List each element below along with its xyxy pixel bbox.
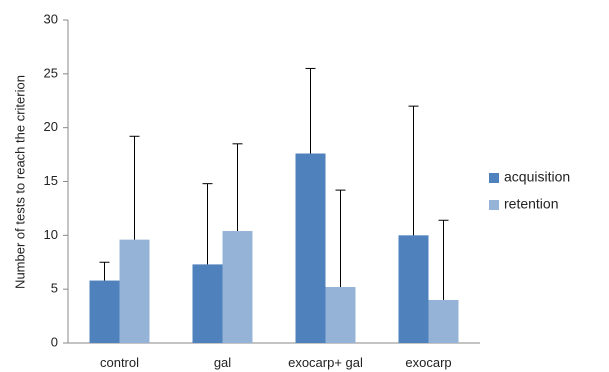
legend-label-retention: retention: [504, 196, 558, 212]
bars: [89, 153, 459, 343]
y-axis: 0 5 10 15 20 25 30: [44, 11, 69, 349]
legend-label-acquisition: acquisition: [504, 169, 570, 185]
bar-acquisition-3: [398, 235, 429, 343]
bar-acquisition-1: [192, 264, 223, 343]
x-tick-label: control: [100, 355, 139, 370]
bar-acquisition-0: [89, 280, 120, 343]
y-tick-label: 0: [51, 334, 58, 349]
legend-swatch-retention: [489, 200, 499, 210]
y-tick-label: 10: [44, 227, 58, 242]
bar-acquisition-2: [295, 153, 326, 343]
bar-retention-2: [325, 287, 356, 343]
bar-retention-3: [428, 299, 459, 343]
x-axis: control gal exocarp+ gal exocarp: [68, 342, 480, 370]
bar-retention-1: [222, 231, 253, 343]
bar-retention-0: [119, 239, 150, 343]
x-tick-label: gal: [214, 355, 231, 370]
y-tick-label: 15: [44, 173, 58, 188]
x-tick-label: exocarp: [405, 355, 451, 370]
x-tick-label: exocarp+ gal: [288, 355, 363, 370]
legend: acquisition retention: [489, 169, 570, 212]
y-tick-label: 30: [44, 11, 58, 26]
legend-swatch-acquisition: [489, 173, 499, 183]
y-tick-label: 5: [51, 281, 58, 296]
error-bars: [99, 67, 449, 300]
y-tick-label: 20: [44, 119, 58, 134]
y-axis-title: Number of tests to reach the criterion: [12, 75, 27, 289]
y-tick-label: 25: [44, 65, 58, 80]
